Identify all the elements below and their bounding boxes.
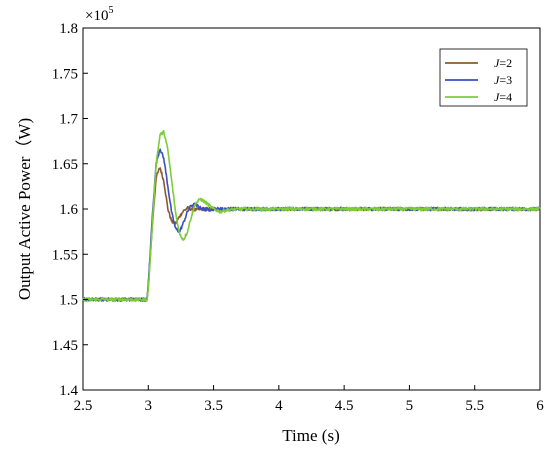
x-tick-label: 5.5 <box>465 398 484 414</box>
x-tick-label: 6 <box>536 398 544 414</box>
x-tick-label: 4 <box>275 398 283 414</box>
x-tick-label: 5 <box>406 398 414 414</box>
y-multiplier-label: ×105 <box>85 5 113 24</box>
legend-label-prefix: J <box>494 90 500 104</box>
legend: J=2J=3J=4 <box>439 48 528 107</box>
y-axis-label: Output Active Power（W) <box>15 118 34 300</box>
y-tick-label: 1.45 <box>52 338 78 354</box>
series-line-3 <box>82 129 541 302</box>
legend-label-suffix: =2 <box>499 56 512 70</box>
y-tick-label: 1.7 <box>59 112 78 128</box>
y-tick-label: 1.4 <box>59 383 78 399</box>
y-tick-label: 1.75 <box>52 66 78 82</box>
x-axis-label: Time (s) <box>282 426 339 445</box>
legend-label-3: J=4 <box>494 90 512 104</box>
x-tick-label: 4.5 <box>335 398 354 414</box>
ticks-layer: 2.5 3 3.5 4 4.5 5 5.5 6 1.4 1.45 1.5 1.55 1.6 1.65 1.7… <box>52 21 545 414</box>
x-tick-label: 3.5 <box>204 398 223 414</box>
series-layer <box>82 129 541 302</box>
legend-label-prefix: J <box>494 56 500 70</box>
x-tick-label: 2.5 <box>74 398 93 414</box>
y-tick-label: 1.55 <box>52 247 78 263</box>
legend-label-2: J=3 <box>494 73 512 87</box>
y-tick-label: 1.8 <box>59 21 78 37</box>
legend-label-suffix: =4 <box>499 90 512 104</box>
legend-label-1: J=2 <box>494 56 512 70</box>
y-tick-label: 1.6 <box>59 202 78 218</box>
y-tick-label: 1.5 <box>59 293 78 309</box>
y-tick-label: 1.65 <box>52 157 78 173</box>
legend-label-prefix: J <box>494 73 500 87</box>
legend-label-suffix: =3 <box>499 73 512 87</box>
x-tick-label: 3 <box>145 398 153 414</box>
